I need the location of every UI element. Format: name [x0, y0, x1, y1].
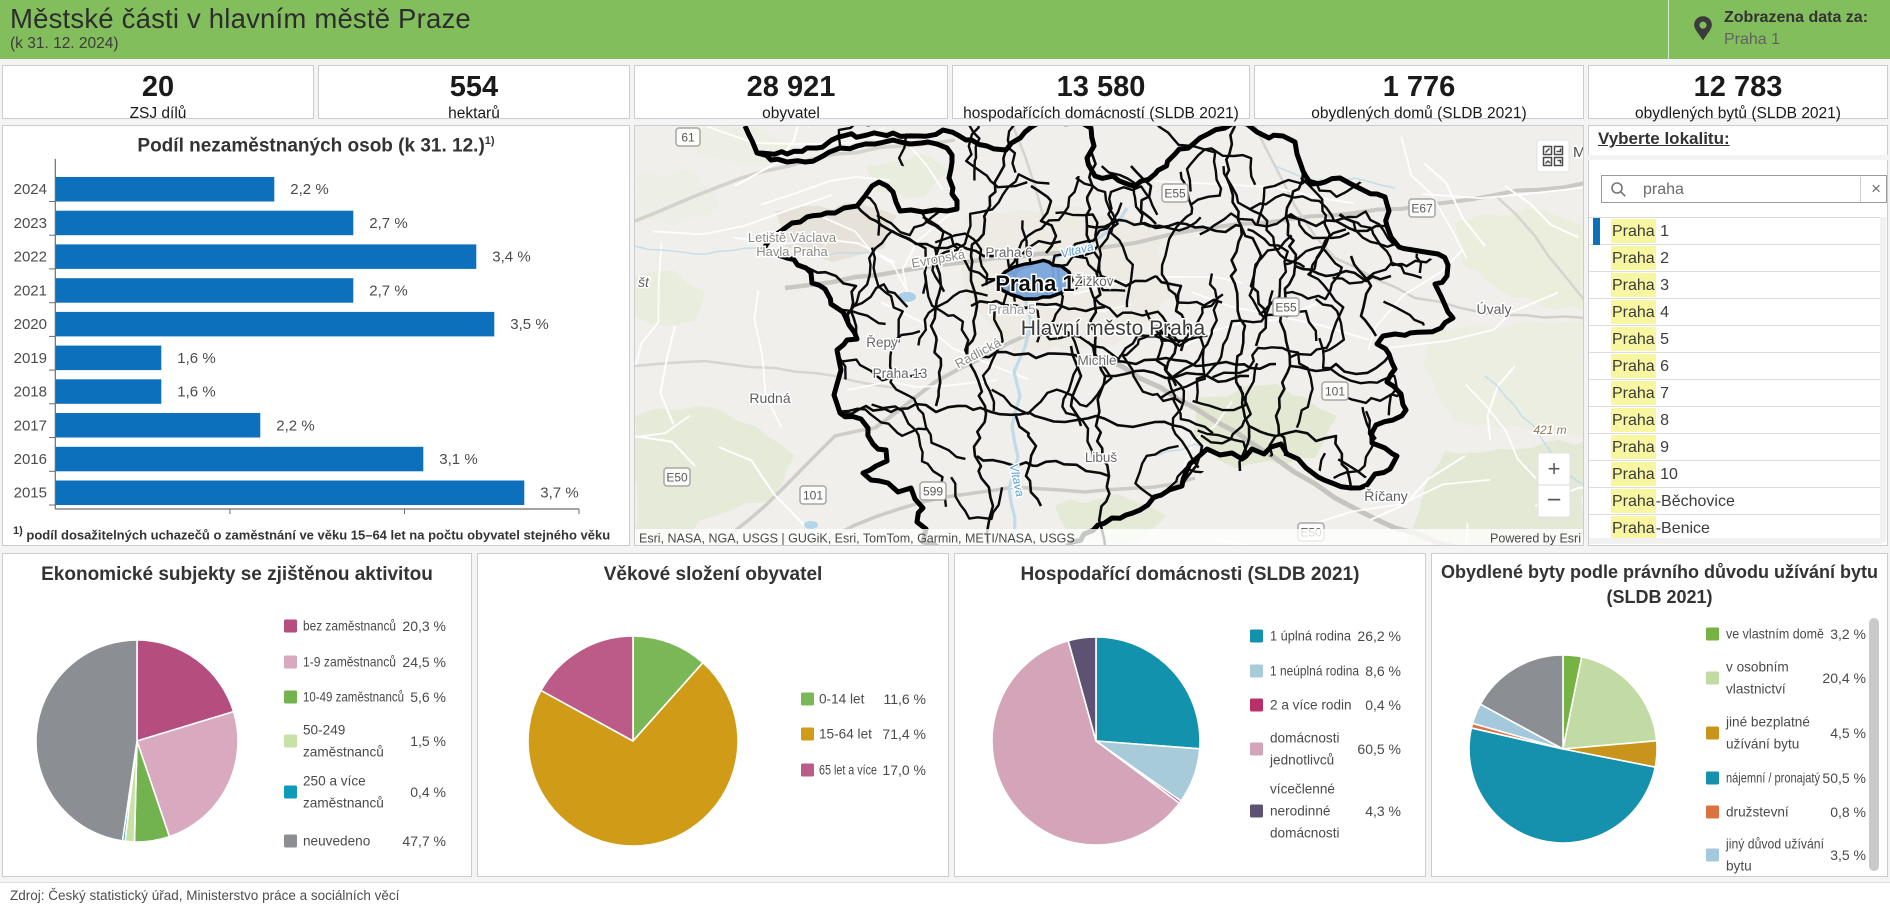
svg-text:4,3 %: 4,3 % [1365, 803, 1401, 819]
svg-text:0,4 %: 0,4 % [1365, 697, 1401, 713]
svg-text:vícečlenné: vícečlenné [1270, 782, 1335, 797]
svg-text:Praha 6: Praha 6 [985, 245, 1032, 260]
svg-text:3,7 %: 3,7 % [540, 485, 578, 502]
svg-text:domácnosti: domácnosti [1270, 731, 1340, 746]
svg-text:2023: 2023 [14, 215, 47, 232]
svg-text:2,7 %: 2,7 % [369, 282, 407, 299]
svg-text:Praha 1: Praha 1 [995, 271, 1075, 296]
svg-text:Praha 13: Praha 13 [873, 366, 928, 381]
svg-text:3,5 %: 3,5 % [1830, 847, 1866, 863]
svg-text:3,5 %: 3,5 % [510, 316, 548, 333]
svg-text:Praha 5: Praha 5 [988, 302, 1035, 317]
svg-text:zaměstnanců: zaměstnanců [303, 745, 384, 760]
svg-text:8,6 %: 8,6 % [1365, 663, 1401, 679]
svg-text:Powered by Esri: Powered by Esri [1490, 532, 1581, 546]
svg-text:Žižkov: Žižkov [1074, 274, 1113, 289]
svg-text:24,5 %: 24,5 % [402, 654, 446, 670]
svg-text:zaměstnanců: zaměstnanců [303, 796, 384, 811]
svg-text:4,5 %: 4,5 % [1830, 725, 1866, 741]
svg-text:Letiště Václava: Letiště Václava [748, 230, 837, 245]
svg-text:neuvedeno: neuvedeno [303, 834, 370, 849]
svg-text:20,4 %: 20,4 % [1822, 670, 1866, 686]
svg-text:ve vlastním domě: ve vlastním domě [1726, 627, 1824, 642]
svg-text:250 a více: 250 a více [303, 774, 366, 789]
svg-text:71,4 %: 71,4 % [882, 726, 926, 742]
svg-text:E55: E55 [1275, 301, 1297, 315]
svg-text:3,1 %: 3,1 % [439, 451, 477, 468]
svg-text:v osobním: v osobním [1726, 660, 1789, 675]
svg-text:Michle: Michle [1077, 353, 1116, 368]
svg-text:2024: 2024 [14, 181, 47, 198]
svg-text:družstevní: družstevní [1726, 805, 1789, 820]
svg-text:60,5 %: 60,5 % [1357, 741, 1401, 757]
svg-text:jiné bezplatné: jiné bezplatné [1725, 715, 1810, 730]
svg-text:+: + [1548, 456, 1561, 481]
svg-text:47,7 %: 47,7 % [402, 833, 446, 849]
svg-text:jiný důvod užívání: jiný důvod užívání [1725, 837, 1824, 852]
svg-text:50,5 %: 50,5 % [1822, 770, 1866, 786]
svg-text:2,7 %: 2,7 % [369, 215, 407, 232]
svg-text:1 úplná rodina: 1 úplná rodina [1270, 629, 1351, 644]
svg-text:Havla Praha: Havla Praha [756, 244, 828, 259]
svg-text:0-14 let: 0-14 let [819, 692, 865, 707]
svg-text:11,6 %: 11,6 % [883, 691, 926, 707]
svg-text:2020: 2020 [14, 316, 47, 333]
svg-text:Hlavní město Praha: Hlavní město Praha [1021, 317, 1206, 340]
svg-text:1,6 %: 1,6 % [177, 350, 215, 367]
svg-text:2016: 2016 [14, 451, 47, 468]
svg-text:E50: E50 [666, 471, 688, 485]
svg-text:2,2 %: 2,2 % [276, 417, 314, 434]
svg-text:2015: 2015 [14, 485, 47, 502]
svg-text:Esri, NASA, NGA, USGS | GUGiK,: Esri, NASA, NGA, USGS | GUGiK, Esri, Tom… [639, 532, 1075, 546]
svg-text:jednotlivců: jednotlivců [1269, 753, 1334, 768]
svg-text:bez zaměstnanců: bez zaměstnanců [303, 619, 396, 634]
svg-text:101: 101 [1325, 385, 1345, 399]
svg-text:2018: 2018 [14, 384, 47, 401]
svg-text:26,2 %: 26,2 % [1357, 628, 1401, 644]
svg-text:1,5 %: 1,5 % [410, 733, 446, 749]
svg-text:E55: E55 [1164, 187, 1186, 201]
svg-text:Mo: Mo [1573, 144, 1583, 161]
svg-text:3,4 %: 3,4 % [492, 249, 530, 266]
svg-text:2022: 2022 [14, 249, 47, 266]
svg-text:Rudná: Rudná [749, 390, 790, 406]
svg-text:vlastnictví: vlastnictví [1726, 682, 1786, 697]
svg-text:−: − [1547, 486, 1562, 514]
svg-text:Libuš: Libuš [1085, 450, 1118, 465]
svg-text:1 neúplná rodina: 1 neúplná rodina [1270, 664, 1359, 679]
svg-text:Říčany: Říčany [1364, 488, 1408, 504]
svg-text:2021: 2021 [14, 282, 47, 299]
svg-text:10-49 zaměstnanců: 10-49 zaměstnanců [303, 690, 404, 705]
svg-text:Řepy: Řepy [866, 335, 898, 350]
svg-text:3,2 %: 3,2 % [1830, 626, 1866, 642]
svg-text:17,0 %: 17,0 % [882, 762, 926, 778]
svg-text:št: št [638, 274, 650, 290]
svg-text:20,3 %: 20,3 % [402, 618, 446, 634]
svg-text:2 a více rodin: 2 a více rodin [1270, 698, 1352, 713]
svg-text:užívání bytu: užívání bytu [1726, 737, 1799, 752]
svg-text:421 m: 421 m [1533, 423, 1566, 437]
svg-text:2017: 2017 [14, 417, 47, 434]
svg-text:599: 599 [923, 485, 943, 499]
svg-text:1,6 %: 1,6 % [177, 384, 215, 401]
svg-text:61: 61 [681, 131, 695, 145]
svg-text:0,4 %: 0,4 % [410, 784, 446, 800]
svg-text:15-64 let: 15-64 let [819, 727, 872, 742]
svg-text:bytu: bytu [1726, 859, 1752, 874]
svg-text:1-9 zaměstnanců: 1-9 zaměstnanců [303, 655, 396, 670]
svg-text:E67: E67 [1411, 202, 1433, 216]
svg-text:domácnosti: domácnosti [1270, 826, 1340, 841]
svg-text:Úvaly: Úvaly [1476, 301, 1511, 317]
svg-text:nerodinné: nerodinné [1270, 804, 1330, 819]
svg-text:101: 101 [803, 489, 823, 503]
svg-text:5,6 %: 5,6 % [410, 689, 446, 705]
svg-text:nájemní / pronajatý: nájemní / pronajatý [1726, 771, 1820, 786]
svg-text:2019: 2019 [14, 350, 47, 367]
svg-text:0,8 %: 0,8 % [1830, 804, 1866, 820]
svg-text:2,2 %: 2,2 % [290, 181, 328, 198]
svg-text:65 let a více: 65 let a více [819, 763, 877, 778]
svg-text:50-249: 50-249 [303, 723, 345, 738]
